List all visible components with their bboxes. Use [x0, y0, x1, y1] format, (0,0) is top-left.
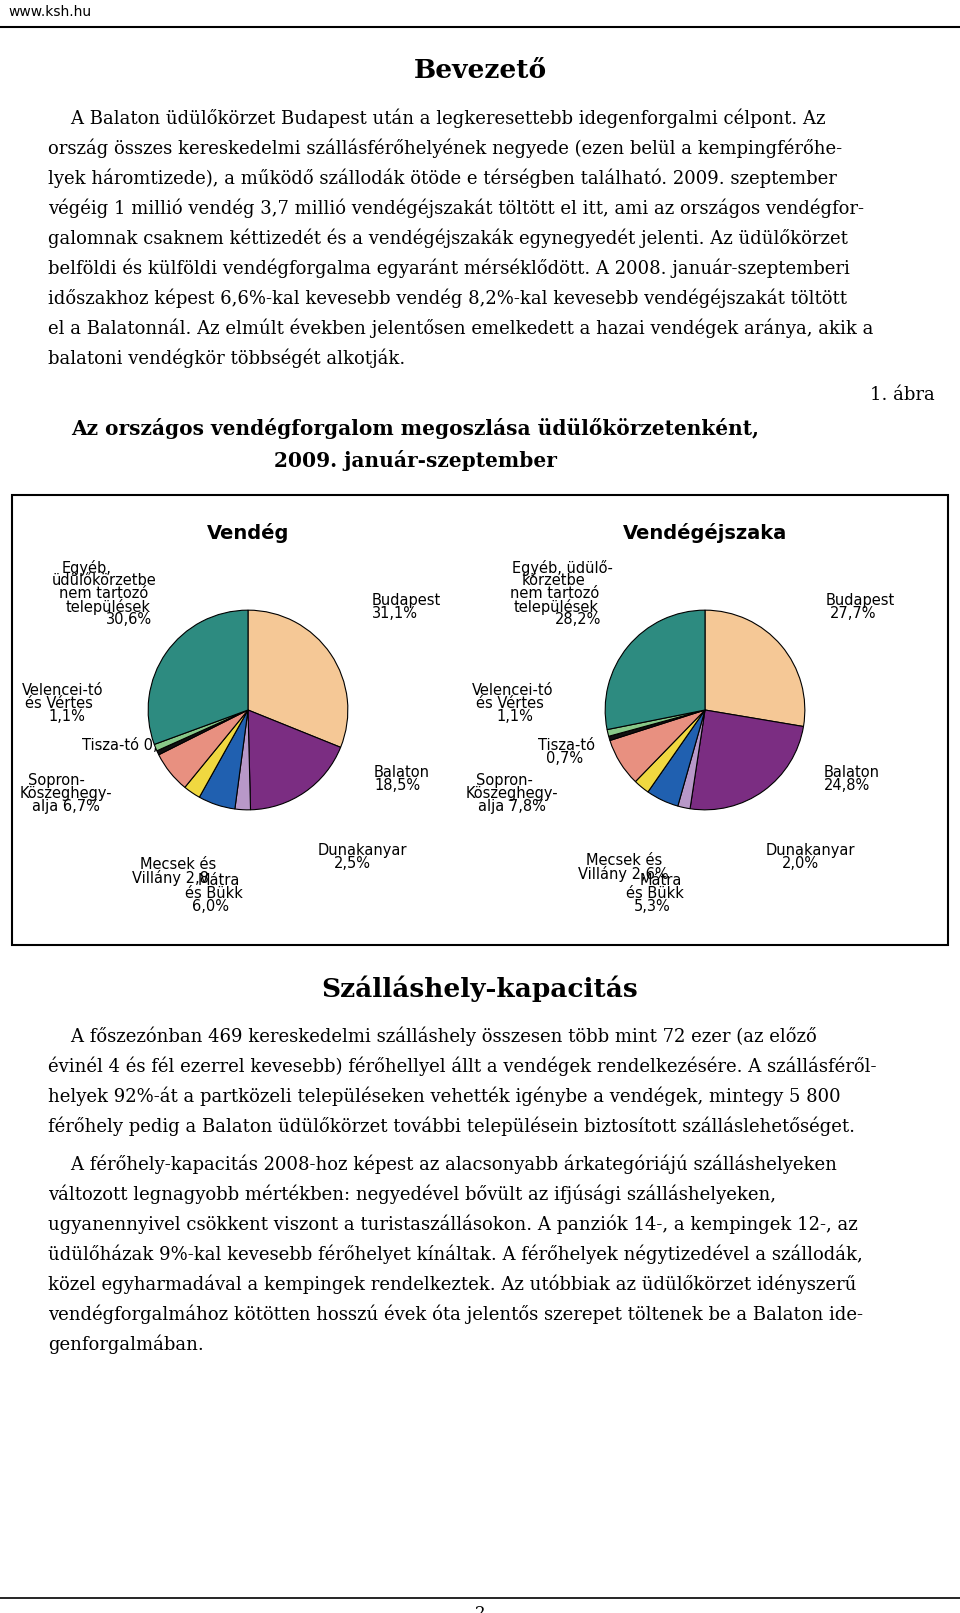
Text: 1,1%: 1,1%	[496, 710, 533, 724]
Text: Tisza-tó 0,7%: Tisza-tó 0,7%	[82, 739, 180, 753]
Text: Köszeghegy-: Köszeghegy-	[466, 786, 559, 802]
Text: Vendég: Vendég	[206, 523, 289, 544]
Text: Egyéb,: Egyéb,	[62, 560, 112, 576]
Wedge shape	[605, 610, 705, 729]
Wedge shape	[690, 710, 804, 810]
Text: A főszezónban 469 kereskedelmi szálláshely összesen több mint 72 ezer (az előző: A főszezónban 469 kereskedelmi szálláshe…	[48, 1027, 817, 1047]
Text: lyek háromtizede), a működő szállodák ötöde e térségben található. 2009. szeptem: lyek háromtizede), a működő szállodák öt…	[48, 168, 837, 187]
Text: körzetbe: körzetbe	[522, 573, 586, 589]
Text: és Bükk: és Bükk	[185, 886, 243, 902]
Text: Mecsek és: Mecsek és	[140, 857, 216, 873]
Text: Köszeghegy-: Köszeghegy-	[20, 786, 112, 802]
Text: és Bükk: és Bükk	[626, 886, 684, 902]
Text: Balaton: Balaton	[374, 765, 430, 781]
Text: Budapest: Budapest	[826, 594, 896, 608]
Text: nem tartozó: nem tartozó	[510, 586, 599, 602]
Text: Velencei-tó: Velencei-tó	[22, 682, 104, 698]
Wedge shape	[610, 710, 705, 782]
Text: változott legnagyobb mértékben: negyedével bővült az ifjúsági szálláshelyeken,: változott legnagyobb mértékben: negyedév…	[48, 1186, 776, 1205]
Wedge shape	[607, 710, 705, 736]
Wedge shape	[648, 710, 705, 806]
Text: Balaton: Balaton	[824, 765, 880, 781]
Text: ugyanennyivel csökkent viszont a turistaszállásokon. A panziók 14-, a kempingek : ugyanennyivel csökkent viszont a turista…	[48, 1215, 857, 1234]
Wedge shape	[185, 710, 248, 797]
Wedge shape	[156, 710, 248, 755]
Text: Egyéb, üdülő-: Egyéb, üdülő-	[512, 560, 612, 576]
Wedge shape	[148, 610, 248, 745]
Text: és Vértes: és Vértes	[476, 695, 544, 711]
Text: 18,5%: 18,5%	[374, 777, 420, 794]
Wedge shape	[678, 710, 705, 808]
Text: 28,2%: 28,2%	[555, 611, 601, 627]
Text: férőhely pedig a Balaton üdülőkörzet további településein biztosított szállásleh: férőhely pedig a Balaton üdülőkörzet tov…	[48, 1116, 855, 1137]
Text: balatoni vendégkör többségét alkotják.: balatoni vendégkör többségét alkotják.	[48, 348, 405, 368]
Text: alja 7,8%: alja 7,8%	[478, 798, 546, 815]
Text: Tisza-tó: Tisza-tó	[538, 739, 595, 753]
Text: Vendégéjszaka: Vendégéjszaka	[623, 523, 787, 544]
Text: belföldi és külföldi vendégforgalma egyaránt mérséklődött. A 2008. január-szepte: belföldi és külföldi vendégforgalma egya…	[48, 258, 850, 277]
Wedge shape	[609, 710, 705, 740]
Text: A Balaton üdülőkörzet Budapest után a legkeresettebb idegenforgalmi célpont. Az: A Balaton üdülőkörzet Budapest után a le…	[48, 108, 826, 127]
Wedge shape	[705, 610, 804, 726]
Text: Sopron-: Sopron-	[476, 773, 533, 789]
Text: genforgalmában.: genforgalmában.	[48, 1336, 204, 1355]
Text: nem tartozó: nem tartozó	[59, 586, 148, 602]
Text: települések: települések	[66, 598, 151, 615]
Text: 31,1%: 31,1%	[372, 606, 418, 621]
Text: ország összes kereskedelmi szállásférőhelyének negyede (ezen belül a kempingférő: ország összes kereskedelmi szállásférőhe…	[48, 139, 842, 158]
Text: 24,8%: 24,8%	[824, 777, 871, 794]
Text: Velencei-tó: Velencei-tó	[472, 682, 554, 698]
Text: Dunakanyar: Dunakanyar	[766, 844, 855, 858]
Wedge shape	[636, 710, 705, 792]
Text: 1,1%: 1,1%	[48, 710, 84, 724]
Text: Dunakanyar: Dunakanyar	[318, 844, 407, 858]
Text: időszakhoz képest 6,6%-kal kevesebb vendég 8,2%-kal kevesebb vendégéjszakát tölt: időszakhoz képest 6,6%-kal kevesebb vend…	[48, 289, 847, 308]
Text: 2009. január-szeptember: 2009. január-szeptember	[274, 450, 557, 471]
Text: 2,5%: 2,5%	[334, 857, 371, 871]
Text: el a Balatonnál. Az elmúlt években jelentősen emelkedett a hazai vendégek aránya: el a Balatonnál. Az elmúlt években jelen…	[48, 318, 874, 337]
Text: 30,6%: 30,6%	[106, 611, 152, 627]
Text: Mecsek és: Mecsek és	[586, 853, 662, 868]
Text: 6,0%: 6,0%	[192, 898, 229, 915]
Text: és Vértes: és Vértes	[25, 695, 93, 711]
Text: www.ksh.hu: www.ksh.hu	[8, 5, 91, 19]
Text: 0,7%: 0,7%	[546, 752, 583, 766]
Wedge shape	[248, 710, 341, 810]
Text: Az országos vendégforgalom megoszlása üdülőkörzetenként,: Az országos vendégforgalom megoszlása üd…	[71, 418, 759, 439]
Text: Sopron-: Sopron-	[28, 773, 84, 789]
Wedge shape	[155, 710, 248, 750]
Text: Villány 2,8: Villány 2,8	[132, 869, 209, 886]
Wedge shape	[235, 710, 251, 810]
Text: 27,7%: 27,7%	[830, 606, 876, 621]
Text: Villány 2,6%: Villány 2,6%	[578, 866, 668, 882]
Text: - 2 -: - 2 -	[464, 1605, 496, 1613]
Text: Budapest: Budapest	[372, 594, 442, 608]
Text: települések: települések	[514, 598, 599, 615]
Bar	[12, 495, 948, 945]
Text: galomnak csaknem kéttizedét és a vendégéjszakák egynegyedét jelenti. Az üdülőkör: galomnak csaknem kéttizedét és a vendégé…	[48, 227, 848, 247]
Wedge shape	[248, 610, 348, 747]
Text: alja 6,7%: alja 6,7%	[32, 798, 100, 815]
Text: A férőhely-kapacitás 2008-hoz képest az alacsonyabb árkategóriájú szálláshelyeke: A férőhely-kapacitás 2008-hoz képest az …	[48, 1155, 837, 1174]
Text: 1. ábra: 1. ábra	[871, 386, 935, 403]
Text: évinél 4 és fél ezerrel kevesebb) férőhellyel állt a vendégek rendelkezésére. A : évinél 4 és fél ezerrel kevesebb) férőhe…	[48, 1057, 876, 1076]
Text: üdülőházak 9%-kal kevesebb férőhelyet kínáltak. A férőhelyek négytizedével a szá: üdülőházak 9%-kal kevesebb férőhelyet kí…	[48, 1245, 863, 1265]
Text: közel egyharmadával a kempingek rendelkeztek. Az utóbbiak az üdülőkörzet idénysz: közel egyharmadával a kempingek rendelke…	[48, 1274, 856, 1295]
Text: 5,3%: 5,3%	[634, 898, 671, 915]
Wedge shape	[158, 710, 248, 787]
Text: helyek 92%-át a partközeli településeken vehették igénybe a vendégek, mintegy 5 : helyek 92%-át a partközeli településeken…	[48, 1087, 841, 1107]
Text: végéig 1 millió vendég 3,7 millió vendégéjszakát töltött el itt, ami az országos: végéig 1 millió vendég 3,7 millió vendég…	[48, 198, 864, 218]
Text: Mátra: Mátra	[198, 873, 240, 889]
Text: vendégforgalmához kötötten hosszú évek óta jelentős szerepet töltenek be a Balat: vendégforgalmához kötötten hosszú évek ó…	[48, 1305, 863, 1324]
Text: Mátra: Mátra	[640, 873, 683, 889]
Text: 2,0%: 2,0%	[782, 857, 819, 871]
Wedge shape	[200, 710, 248, 810]
Text: Szálláshely-kapacitás: Szálláshely-kapacitás	[322, 974, 638, 1002]
Text: Bevezető: Bevezető	[414, 58, 546, 82]
Text: üdülőkörzetbe: üdülőkörzetbe	[52, 573, 156, 589]
